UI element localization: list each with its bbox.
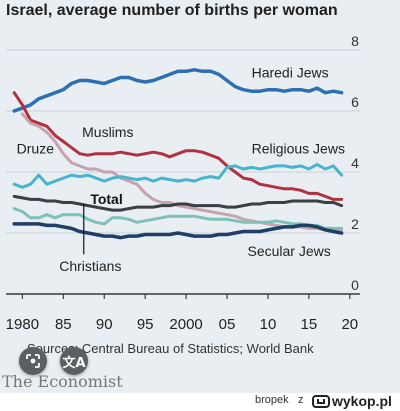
google-lens-icon[interactable] xyxy=(19,347,47,375)
source-note: Sources: Central Bureau of Statistics; W… xyxy=(27,341,314,356)
series-line-total xyxy=(12,194,344,212)
series-line-muslims xyxy=(12,91,344,201)
x-tick-label-85: 85 xyxy=(55,316,72,333)
x-tick-label-20: 20 xyxy=(341,316,358,333)
x-tick-label-05: 05 xyxy=(219,316,236,333)
wykop-logo[interactable]: wykop.pl xyxy=(312,393,392,409)
series-label-haredi-jews: Haredi Jews xyxy=(252,64,329,80)
footer-username[interactable]: bropek xyxy=(255,394,289,406)
y-tick-label-2: 2 xyxy=(351,216,359,232)
chart-title: Israel, average number of births per wom… xyxy=(6,2,338,19)
series-label-total: Total xyxy=(90,191,122,207)
translate-icon[interactable]: 文A xyxy=(60,347,88,375)
series-line-secular-jews xyxy=(12,222,344,240)
x-tick-label-1980: 1980 xyxy=(6,316,39,333)
y-tick-label-4: 4 xyxy=(351,155,359,171)
x-tick-label-95: 95 xyxy=(137,316,154,333)
chart-card: Israel, average number of births per wom… xyxy=(0,0,400,393)
wykop-site: wykop.pl xyxy=(332,393,392,409)
line-chart: 0 2 4 6 8 1980 85 90 95 2000 05 10 15 20 Haredi Jews Mu… xyxy=(6,33,360,333)
translate-glyph: 文A xyxy=(62,355,86,371)
x-tick-label-15: 15 xyxy=(301,316,318,333)
series-label-muslims: Muslims xyxy=(82,124,133,140)
wykop-icon xyxy=(312,394,330,408)
y-tick-label-6: 6 xyxy=(351,94,359,110)
brand-logo: The Economist xyxy=(2,372,123,391)
series-label-druze: Druze xyxy=(17,141,55,157)
series-line-haredi-jews xyxy=(12,68,344,113)
x-tick-label-2000: 2000 xyxy=(169,316,202,333)
x-tick-label-10: 10 xyxy=(260,316,277,333)
series-line-christians xyxy=(12,207,344,230)
series-label-religious-jews: Religious Jews xyxy=(252,141,345,157)
series-label-christians: Christians xyxy=(59,258,121,274)
footer-from: z xyxy=(298,394,304,406)
footer-bar: bropek z wykop.pl xyxy=(0,393,400,411)
series-line-religious-jews xyxy=(12,162,344,189)
series-label-secular-jews: Secular Jews xyxy=(247,243,330,259)
y-tick-label-8: 8 xyxy=(351,33,359,49)
y-tick-label-0: 0 xyxy=(351,277,359,293)
x-tick-label-90: 90 xyxy=(96,316,113,333)
